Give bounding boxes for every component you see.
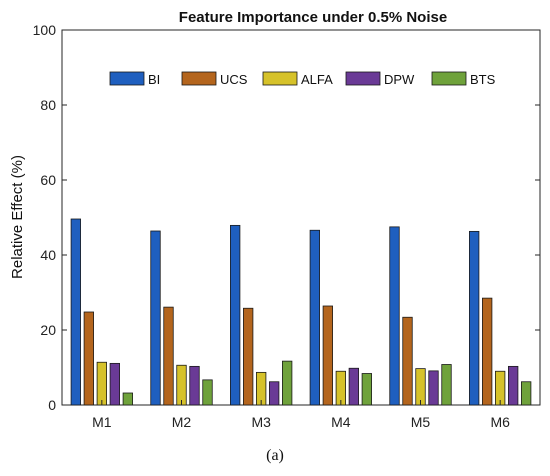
legend: BI UCS ALFA DPW BTS <box>109 71 496 87</box>
bar-ucs-m1 <box>83 311 94 406</box>
bar-bts-m3 <box>282 360 293 406</box>
bar-bts-m5 <box>441 364 452 406</box>
legend-swatch-dpw <box>345 71 381 86</box>
y-tick-label: 0 <box>48 397 56 413</box>
bar-ucs-m6 <box>482 297 493 406</box>
bar-alfa-m6 <box>495 370 506 406</box>
bar-alfa-m5 <box>415 368 426 406</box>
bar-alfa-m2 <box>176 364 187 406</box>
bar-bi-m5 <box>389 226 400 406</box>
legend-swatch-bts <box>431 71 467 86</box>
bar-bts-m2 <box>202 379 213 406</box>
bar-dpw-m1 <box>109 362 120 406</box>
legend-swatch-bi <box>109 71 145 86</box>
bar-bts-m6 <box>521 381 532 406</box>
figure-caption: (a) <box>266 447 284 464</box>
chart-title: Feature Importance under 0.5% Noise <box>179 9 447 26</box>
bar-bi-m4 <box>309 229 320 406</box>
bar-bi-m2 <box>150 230 161 406</box>
bar-bi-m6 <box>469 230 480 406</box>
x-tick-label: M4 <box>331 414 351 430</box>
y-tick-label: 60 <box>40 172 56 188</box>
legend-label-bts: BTS <box>470 72 496 87</box>
bar-ucs-m3 <box>243 307 254 406</box>
y-tick-label: 20 <box>40 322 56 338</box>
x-tick-label: M6 <box>490 414 510 430</box>
bar-bi-m1 <box>70 218 81 406</box>
legend-label-dpw: DPW <box>384 72 415 87</box>
legend-swatch-alfa <box>262 71 298 86</box>
legend-swatch-ucs <box>181 71 217 86</box>
plot-area: 0 20 40 60 80 100 M1 M2 M3 M4 M5 M6 <box>33 22 541 430</box>
bar-bts-m4 <box>361 373 372 406</box>
x-tick-label: M2 <box>172 414 192 430</box>
legend-label-ucs: UCS <box>220 72 248 87</box>
y-tick-label: 80 <box>40 97 56 113</box>
y-tick-label: 100 <box>33 22 57 38</box>
legend-label-bi: BI <box>148 72 160 87</box>
x-tick-label: M3 <box>251 414 271 430</box>
bar-dpw-m3 <box>269 381 280 406</box>
bar-dpw-m5 <box>428 370 439 406</box>
bar-ucs-m2 <box>163 306 174 406</box>
bar-dpw-m4 <box>348 367 359 406</box>
legend-label-alfa: ALFA <box>301 72 333 87</box>
bar-dpw-m2 <box>189 365 200 406</box>
bar-bts-m1 <box>122 392 133 406</box>
x-tick-label: M1 <box>92 414 112 430</box>
bar-dpw-m6 <box>508 365 519 406</box>
plot-frame <box>61 29 541 406</box>
y-tick-label: 40 <box>40 247 56 263</box>
x-tick-label: M5 <box>411 414 431 430</box>
bar-ucs-m5 <box>402 316 413 406</box>
bar-ucs-m4 <box>322 305 333 406</box>
bar-alfa-m1 <box>96 361 107 406</box>
bar-bi-m3 <box>230 224 241 406</box>
y-axis-label: Relative Effect (%) <box>9 155 26 279</box>
bar-alfa-m4 <box>335 370 346 406</box>
